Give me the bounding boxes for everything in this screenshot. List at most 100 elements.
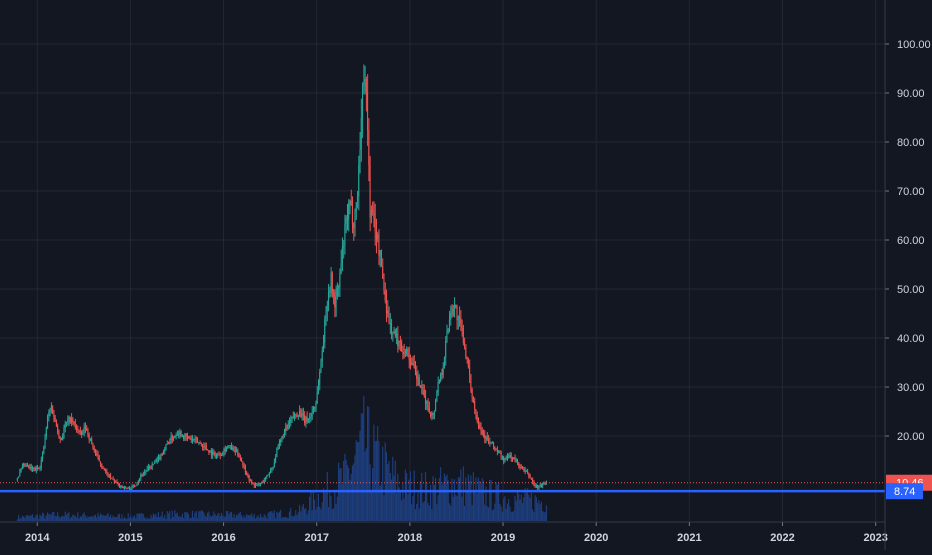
candle-body [210,450,212,456]
volume-bar [428,505,430,521]
candle-body [317,385,319,393]
candle-body [20,469,22,472]
candle-body [403,352,405,355]
volume-bar [346,464,348,521]
volume-bar [137,513,139,521]
y-axis: 100.00 90.00 80.00 70.00 60.00 50.00 40.00 30.0… [884,0,931,550]
candle-body [350,200,352,206]
candle-body [455,304,457,308]
volume-bar [477,477,480,521]
candle-body [209,450,211,453]
candle-body [542,483,544,487]
candle-body [33,468,35,470]
candle-body [223,449,225,454]
x-tick-label: 2020 [584,532,608,544]
volume-bar [520,494,522,521]
volume-bar [281,517,283,521]
volume-bar [455,495,457,521]
volume-bar [324,490,326,521]
volume-bar [513,510,515,521]
volume-bar [47,512,49,521]
volume-bar [225,511,228,521]
volume-bar [118,513,120,521]
candle-body [277,445,279,449]
volume-bar [162,517,165,521]
candle-body [457,316,459,321]
candle-body [171,436,173,440]
volume-bar [408,479,410,521]
volume-bar [527,488,529,521]
volume-bar [259,514,262,521]
candle-body [96,453,98,455]
candle-body [496,449,498,452]
candle-body [145,471,147,473]
candle-body [239,456,241,458]
candle-body [167,443,169,445]
volume-bar [54,515,56,521]
volume-bar [423,501,425,521]
candle-body [498,451,500,453]
candle-body [159,457,161,460]
candle-body [58,432,60,437]
candle-body [285,427,287,432]
candle-body [538,485,540,488]
volume-bar [490,480,492,521]
volume-bar [475,477,477,521]
candle-body [290,419,292,423]
candle-body [539,484,541,486]
candle-body [404,353,406,355]
candle-body [220,453,222,456]
volume-bar [156,517,158,521]
volume-bar [280,509,282,521]
candle-body [150,467,152,469]
candle-body [88,435,90,440]
candle-body [359,149,361,166]
candle-body [543,483,545,485]
candle-body [98,457,100,462]
volume-bar [36,514,39,521]
candle-body [445,341,447,358]
volume-bar [458,477,461,521]
candle-body [181,435,183,437]
candle-body [81,431,83,435]
volume-bar [176,512,178,521]
candle-body [419,385,421,388]
candle-body [448,319,450,331]
volume-bar [286,517,288,521]
volume-bar [209,515,211,521]
candle-body [157,457,159,459]
candle-body [286,427,288,429]
candle-body [374,217,376,232]
x-tick-label: 2018 [398,532,422,544]
volume-bar [224,516,226,521]
candle-body [466,357,468,360]
candle-body [69,417,71,423]
volume-bar [28,516,30,521]
candle-body [515,460,517,462]
candle-body [540,484,542,487]
volume-bar [505,508,507,521]
volume-bar [369,464,371,521]
volume-bar [152,513,154,521]
candle-body [307,418,309,422]
candle-body [52,406,54,414]
candle-body [54,417,56,421]
candle-body [72,418,74,423]
candle-body [102,466,104,469]
volume-bar [402,482,404,521]
volume-bar [450,505,452,521]
volume-bar [359,430,361,521]
volume-bar [268,512,270,521]
volume-bar [18,514,20,521]
candle-body [441,373,443,375]
volume-bar [201,510,204,521]
candle-body [101,464,103,467]
candle-body [330,272,332,293]
volume-bar [67,513,69,521]
volume-bar [272,512,274,521]
volume-bar [167,513,170,521]
volume-bar [476,493,478,521]
volume-bar [427,502,429,521]
volume-bar [292,516,294,521]
